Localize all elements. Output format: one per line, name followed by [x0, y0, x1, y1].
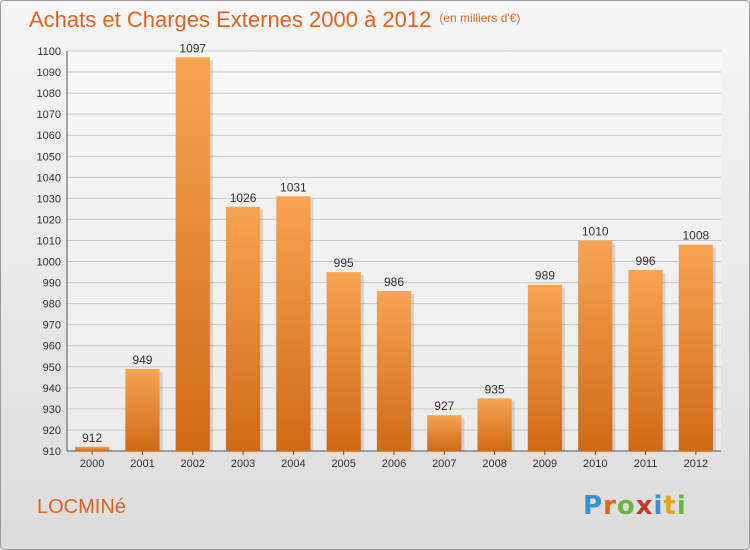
data-label-2000: 912	[82, 431, 102, 445]
logo-letter: r	[603, 491, 617, 521]
y-tick-label: 910	[43, 446, 61, 458]
logo-letter: P	[583, 491, 604, 521]
bars	[75, 57, 716, 451]
data-label-2003: 1026	[230, 191, 257, 205]
bar-2002	[175, 57, 210, 451]
x-tick-label-2010: 2010	[583, 458, 607, 470]
y-tick-label: 1010	[37, 235, 61, 247]
bar-2009	[527, 284, 563, 451]
logo-letter: i	[653, 491, 664, 521]
data-label-2010: 1010	[582, 224, 609, 238]
x-tick-label-2007: 2007	[432, 458, 456, 470]
x-tick-label-2004: 2004	[281, 458, 305, 470]
y-tick-label: 1050	[37, 151, 61, 163]
y-tick-label: 1000	[37, 257, 61, 269]
x-tick-label-2008: 2008	[482, 458, 506, 470]
x-tick-label-2009: 2009	[533, 458, 557, 470]
y-tick-label: 970	[43, 320, 61, 332]
data-label-2011: 996	[636, 254, 656, 268]
bar-2004	[276, 196, 311, 451]
y-tick-label: 920	[43, 425, 61, 437]
y-tick-label: 1100	[37, 46, 61, 58]
y-tick-label: 1030	[37, 193, 61, 205]
bar-2011	[628, 269, 663, 451]
bar-2012	[678, 244, 713, 451]
data-label-2005: 995	[334, 256, 354, 270]
y-tick-label: 940	[43, 383, 61, 395]
bar-2003	[225, 206, 261, 451]
bar-2008	[477, 398, 512, 451]
x-tick-label-2002: 2002	[181, 458, 205, 470]
data-label-2004: 1031	[280, 180, 307, 194]
chart-title-text: Achats et Charges Externes 2000 à 2012	[29, 7, 432, 32]
y-tick-label: 930	[43, 404, 61, 416]
data-label-2012: 1008	[682, 229, 709, 243]
y-tick-label: 1060	[37, 130, 61, 142]
y-tick-label: 1090	[37, 67, 61, 79]
bar-2010	[578, 240, 613, 451]
y-tick-label: 980	[43, 299, 61, 311]
bar-2001	[125, 368, 160, 451]
y-tick-label: 1040	[37, 172, 61, 184]
x-tick-label-2006: 2006	[382, 458, 406, 470]
y-tick-label: 950	[43, 362, 61, 374]
x-tick-label-2012: 2012	[684, 458, 708, 470]
x-tick-label-2011: 2011	[634, 458, 658, 470]
bar-2007	[427, 415, 462, 451]
data-label-2006: 986	[384, 275, 404, 289]
bar-2006	[376, 291, 412, 451]
y-tick-label: 1020	[37, 214, 61, 226]
y-tick-label: 1080	[37, 88, 61, 100]
bar-2000	[75, 446, 110, 451]
data-label-2007: 927	[434, 399, 454, 413]
logo-letter: x	[635, 491, 654, 521]
location-name: LOCMINé	[37, 496, 126, 518]
logo-letter: i	[676, 491, 687, 521]
y-tick-label: 1070	[37, 109, 61, 121]
x-tick-label-2005: 2005	[331, 458, 355, 470]
x-tick-label-2000: 2000	[80, 458, 104, 470]
labels: 910 920 930 940 950 960 970 980 990 1000 1010 1020 1…	[37, 41, 710, 470]
y-tick-label: 960	[43, 341, 61, 353]
logo-letter: t	[663, 491, 677, 521]
data-label-2002: 1097	[179, 41, 206, 55]
proxiti-logo: Proxiti	[583, 491, 687, 521]
chart-subtitle: (en milliers d'€)	[439, 11, 521, 25]
x-tick-label-2003: 2003	[231, 458, 255, 470]
x-tick-label-2001: 2001	[130, 458, 154, 470]
data-label-2001: 949	[132, 353, 152, 367]
chart-title: Achats et Charges Externes 2000 à 2012 (e…	[29, 7, 520, 33]
data-label-2008: 935	[485, 382, 505, 396]
bar-2005	[326, 272, 361, 451]
y-tick-label: 990	[43, 278, 61, 290]
logo-letter: o	[616, 491, 636, 521]
data-label-2009: 989	[535, 269, 555, 283]
